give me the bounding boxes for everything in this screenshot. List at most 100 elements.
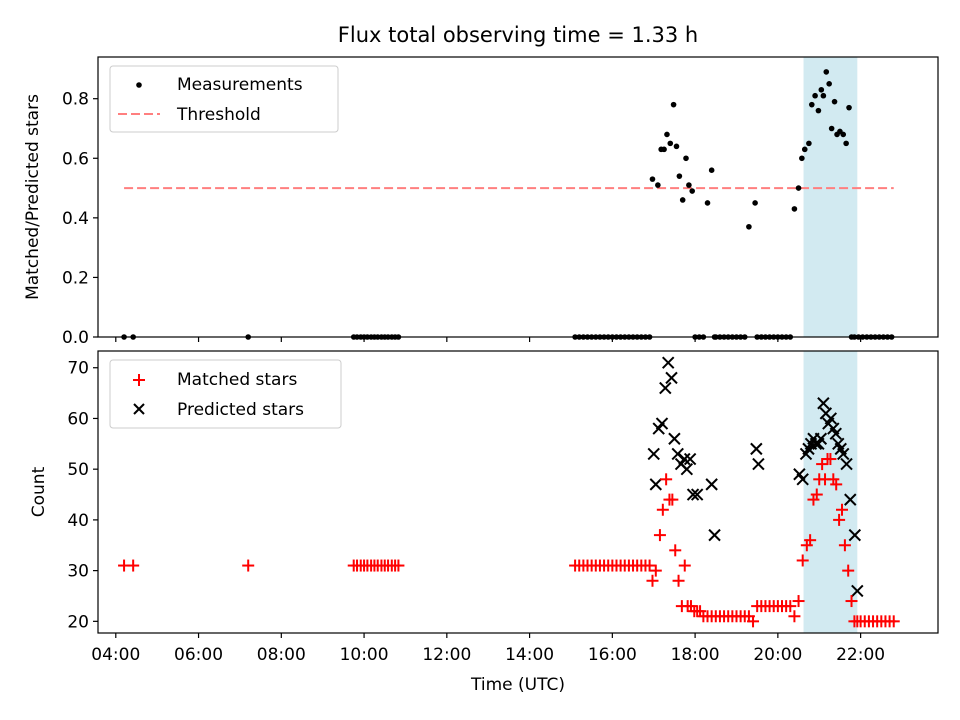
predicted-star-marker (671, 447, 684, 461)
predicted-stroke (690, 488, 704, 501)
measurement-point (846, 104, 852, 111)
matched-star-marker (838, 539, 851, 552)
predicted-stroke (708, 528, 721, 542)
predicted-stroke (668, 432, 681, 445)
bottom-x-tick-label: 10:00 (340, 645, 389, 665)
measurement-point (808, 101, 815, 108)
measurement-point (708, 167, 715, 173)
measurement-point (806, 140, 812, 147)
bottom-y-tick-label: 70 (67, 359, 89, 379)
matched-star-marker (816, 458, 829, 471)
predicted-star-marker (750, 442, 763, 456)
bottom-panel: 20 30 40 50 60 70 04:00 06:00 08:00 10:00 12:00 14… (29, 350, 939, 695)
predicted-stroke (686, 488, 700, 501)
predicted-stroke (680, 462, 694, 476)
matched-star-marker (656, 503, 669, 516)
bottom-y-ticks: 20 30 40 50 60 70 (67, 359, 98, 632)
predicted-stroke (678, 452, 691, 466)
measurement-point (801, 146, 808, 153)
top-shaded-region (803, 57, 858, 337)
predicted-stroke (824, 412, 838, 425)
predicted-star-marker (848, 528, 862, 542)
predicted-star-marker (817, 397, 830, 410)
top-y-tick-label: 0.2 (62, 268, 89, 288)
predicted-stroke (649, 478, 663, 491)
measurement-point (828, 125, 835, 132)
matched-star-marker (242, 559, 255, 572)
predicted-star-marker (655, 417, 669, 430)
measurement-point (667, 140, 674, 147)
measurement-point (815, 107, 822, 114)
bottom-y-tick-label: 30 (67, 562, 89, 582)
matched-star-marker (796, 554, 809, 567)
predicted-star-marker (668, 432, 681, 445)
predicted-stroke (848, 528, 862, 542)
shaded-band (803, 351, 858, 633)
predicted-star-marker (649, 478, 663, 491)
matched-star-marker (804, 534, 817, 547)
predicted-stroke (844, 493, 857, 506)
predicted-star-marker (824, 412, 838, 425)
measurement-point (676, 173, 683, 179)
top-legend: Measurements Threshold (109, 65, 339, 133)
predicted-stroke (655, 417, 669, 430)
matched-star-marker (824, 453, 837, 466)
matched-star-marker (669, 544, 682, 557)
predicted-stars-markers (647, 356, 864, 598)
bottom-y-tick-label: 40 (67, 511, 89, 531)
top-y-tick-label: 0.4 (62, 209, 89, 229)
bottom-x-tick-label: 08:00 (257, 645, 306, 665)
legend-matched-label: Matched stars (177, 370, 297, 390)
measurement-point (826, 81, 832, 87)
bottom-x-tick-label: 18:00 (671, 645, 720, 665)
top-legend-box (109, 65, 339, 133)
predicted-stroke (829, 427, 843, 440)
predicted-stroke (840, 457, 853, 471)
matched-star-marker (842, 564, 855, 577)
bottom-x-tick-label: 20:00 (753, 645, 802, 665)
matched-star-marker (747, 615, 760, 628)
matched-stars-markers (118, 453, 900, 628)
shaded-band (803, 57, 858, 337)
predicted-stroke (832, 437, 845, 451)
matched-star-marker (827, 473, 840, 486)
predicted-star-marker (680, 462, 694, 476)
bottom-x-tick-label: 16:00 (588, 645, 637, 665)
matched-star-marker (810, 488, 823, 501)
predicted-star-marker (665, 371, 678, 385)
predicted-star-marker (851, 584, 864, 598)
measurement-point (683, 155, 689, 162)
measurement-points (121, 69, 895, 340)
matched-star-marker (887, 615, 900, 628)
top-x-ticks (115, 337, 862, 342)
measurement-point (661, 146, 667, 153)
matched-star-marker (833, 513, 846, 526)
predicted-stroke (671, 447, 684, 461)
bottom-x-tick-label: 14:00 (505, 645, 554, 665)
measurement-point (673, 143, 680, 150)
x-axis-label: Time (UTC) (470, 675, 565, 695)
matched-star-marker (830, 478, 843, 491)
legend-matched-marker (133, 374, 145, 386)
measurement-point (791, 206, 798, 212)
bottom-y-tick-label: 60 (67, 409, 89, 429)
legend-measurements-label: Measurements (177, 75, 303, 95)
top-y-axis-label: Matched/Predicted stars (23, 94, 43, 300)
predicted-star-marker (686, 488, 700, 501)
predicted-stroke (750, 442, 763, 456)
matched-star-marker (649, 564, 662, 577)
predicted-star-marker (844, 493, 857, 506)
matched-star-marker (672, 574, 685, 587)
bottom-shaded-region (803, 351, 858, 633)
bottom-x-tick-label: 12:00 (422, 645, 471, 665)
measurement-point (649, 176, 656, 182)
matched-star-marker (392, 559, 405, 572)
predicted-star-marker (752, 457, 765, 471)
measurement-point (818, 86, 825, 93)
predicted-star-marker (659, 381, 672, 395)
predicted-star-marker (705, 478, 718, 491)
legend-predicted-label: Predicted stars (177, 400, 304, 420)
measurement-point (831, 98, 838, 105)
legend-measurements-marker (136, 82, 142, 88)
predicted-star-marker (678, 452, 691, 466)
